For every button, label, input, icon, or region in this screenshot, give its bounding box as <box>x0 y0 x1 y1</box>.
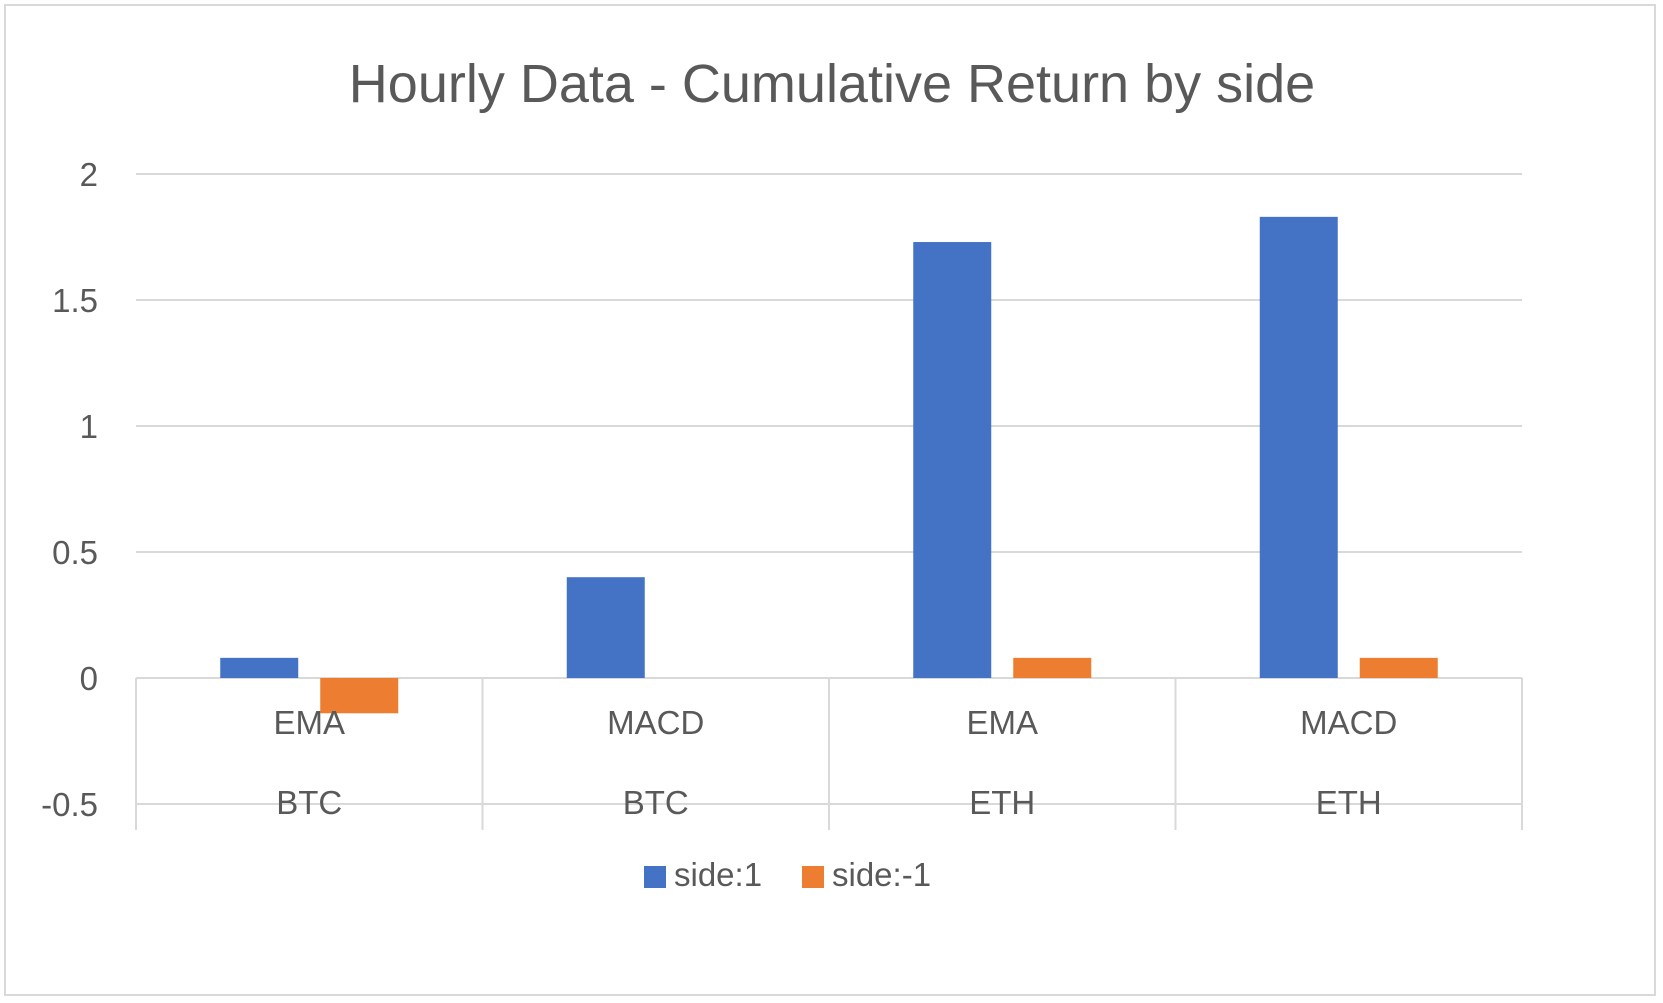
bar <box>1359 657 1438 678</box>
x-group-label: BTC <box>276 784 342 821</box>
x-axis: EMA BTC MACD BTC EMA ETH MACD ETH <box>135 678 1523 830</box>
bar <box>1013 657 1092 678</box>
legend-label: side:1 <box>674 856 762 893</box>
y-tick-label: 2 <box>80 156 98 193</box>
bar <box>220 657 299 678</box>
x-group-label: BTC <box>623 784 689 821</box>
x-tick-label: MACD <box>1300 704 1397 741</box>
bar-chart: Hourly Data - Cumulative Return by side … <box>41 54 1523 893</box>
chart-frame: Hourly Data - Cumulative Return by side … <box>4 4 1656 996</box>
x-group-label: ETH <box>969 784 1035 821</box>
bar <box>1259 216 1338 678</box>
legend: side:1 side:-1 <box>644 856 931 893</box>
legend-swatch <box>802 866 824 888</box>
y-tick-label: -0.5 <box>41 786 98 823</box>
bars <box>220 216 1438 714</box>
legend-swatch <box>644 866 666 888</box>
y-tick-label: 1 <box>80 408 98 445</box>
y-tick-label: 1.5 <box>52 282 98 319</box>
bar <box>320 678 399 714</box>
x-tick-label: EMA <box>273 704 345 741</box>
y-axis: 2 1.5 1 0.5 0 -0.5 <box>41 156 98 823</box>
x-tick-label: MACD <box>607 704 704 741</box>
bar <box>566 577 645 678</box>
y-tick-label: 0.5 <box>52 534 98 571</box>
legend-label: side:-1 <box>832 856 931 893</box>
x-tick-label: EMA <box>966 704 1038 741</box>
y-tick-label: 0 <box>80 660 98 697</box>
bar <box>913 242 992 679</box>
chart-title: Hourly Data - Cumulative Return by side <box>349 54 1315 114</box>
x-group-label: ETH <box>1316 784 1382 821</box>
